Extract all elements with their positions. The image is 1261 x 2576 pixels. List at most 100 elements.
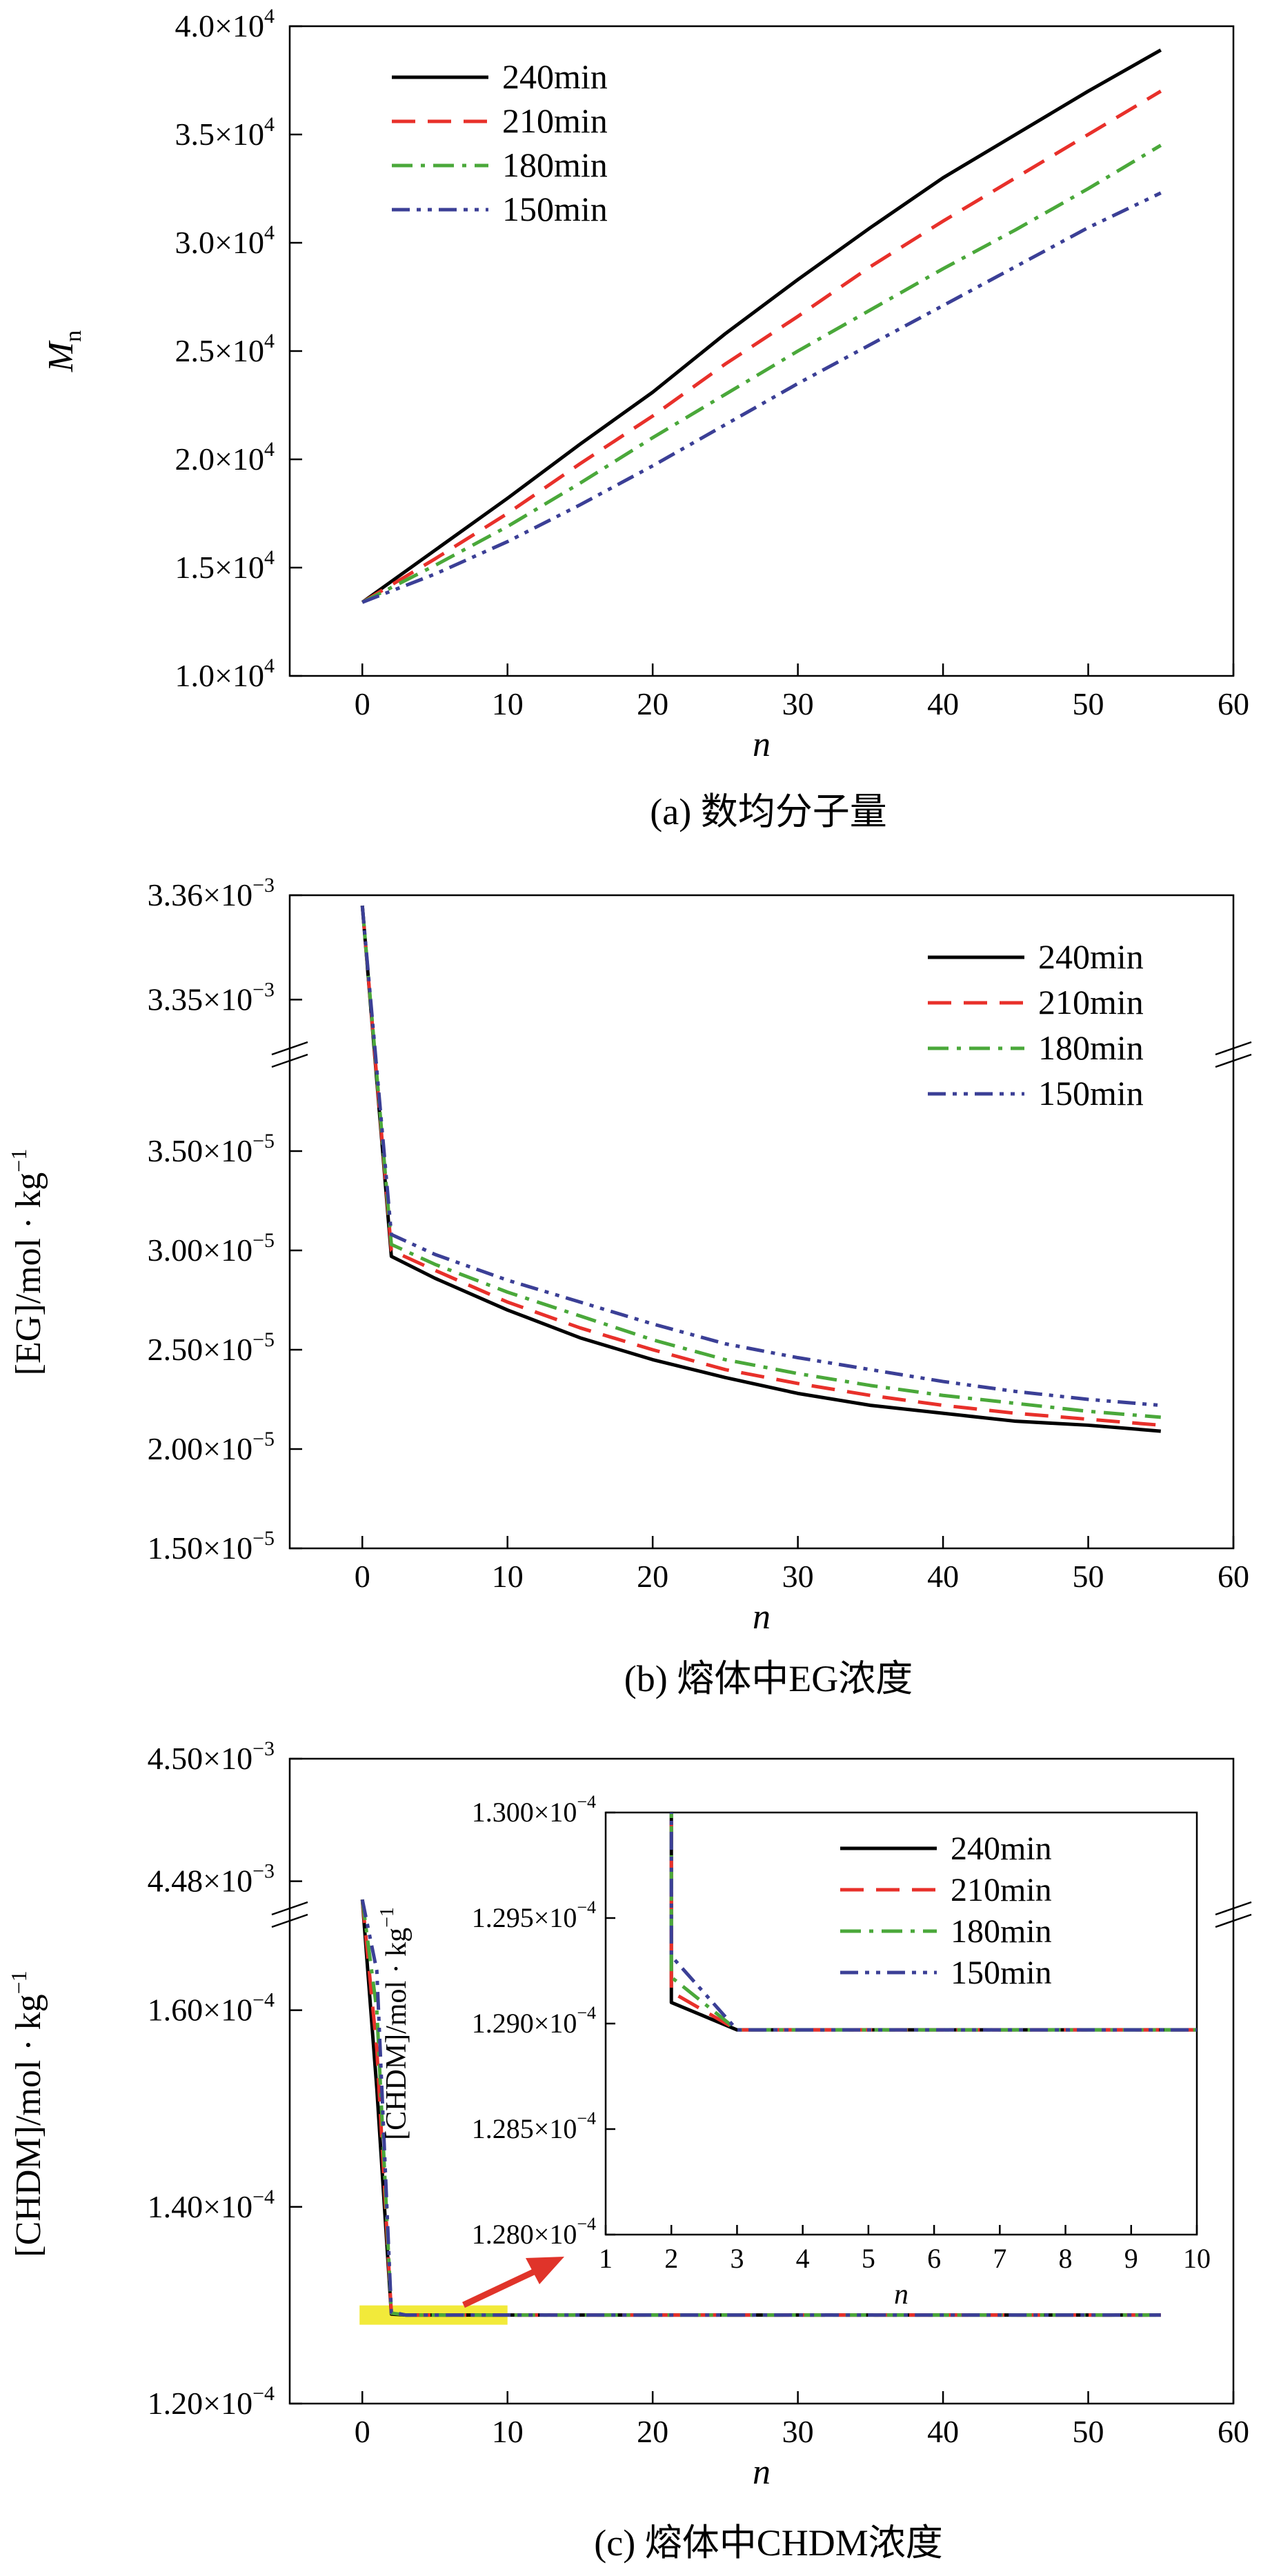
y-tick-label: 1.50×10−5 — [148, 1527, 275, 1566]
inset-y-tick-label-exponent: −4 — [577, 2003, 596, 2023]
y-tick-label: 1.0×104 — [175, 655, 275, 693]
legend-label-180min: 180min — [951, 1913, 1052, 1950]
inset-y-tick-label-exponent: −4 — [577, 2214, 596, 2234]
y-axis-label-sub: n — [61, 330, 86, 342]
y-axis-label-main: [EG]/mol · kg — [9, 1172, 48, 1376]
axis-break-mark-right — [1215, 1901, 1252, 1916]
plot-frame — [288, 1757, 1235, 2405]
x-tick-label: 40 — [927, 2414, 959, 2449]
inset-y-tick-label: 1.280×10−4 — [472, 2214, 596, 2250]
legend-label-210min: 210min — [951, 1872, 1052, 1908]
y-tick-label-exponent: 4 — [264, 330, 275, 352]
y-tick-label: 2.0×104 — [175, 438, 275, 477]
y-tick-label-exponent: −4 — [252, 1989, 275, 2012]
y-tick-label-mantissa: 3.35×10 — [148, 981, 252, 1017]
y-tick-label: 1.40×10−4 — [148, 2186, 275, 2224]
series-line-210min — [361, 90, 1162, 604]
legend-label-240min: 240min — [951, 1830, 1052, 1867]
y-tick-label: 3.50×10−5 — [148, 1130, 275, 1168]
inset-y-tick-label-exponent: −4 — [577, 2108, 596, 2128]
y-tick-label: 3.5×104 — [175, 113, 275, 152]
y-tick-label-mantissa: 1.50×10 — [148, 1530, 252, 1566]
inset-y-tick-label-mantissa: 1.300×10 — [472, 1797, 577, 1828]
y-tick-label-mantissa: 2.00×10 — [148, 1431, 252, 1466]
y-axis-label-sup: −1 — [6, 1149, 31, 1172]
series-line-240min — [361, 48, 1162, 604]
axis-break-mark-right — [1215, 1913, 1252, 1928]
y-tick-label-exponent: 4 — [264, 655, 275, 677]
x-tick-label: 20 — [637, 686, 668, 721]
series-line-180min — [360, 905, 1161, 1419]
y-tick-label: 1.60×10−4 — [148, 1989, 275, 2028]
x-axis-label: n — [753, 1597, 771, 1637]
x-axis-label: n — [753, 725, 771, 764]
y-tick-label-mantissa: 1.60×10 — [148, 1993, 252, 2028]
figure-caption: (b) 熔体中EG浓度 — [624, 1658, 913, 1699]
x-tick-label: 20 — [637, 2414, 668, 2449]
inset-y-tick-label-mantissa: 1.290×10 — [472, 2008, 577, 2039]
legend-label-150min: 150min — [502, 190, 608, 228]
y-tick-label: 1.20×10−4 — [148, 2382, 275, 2421]
axis-break-mark-left — [271, 1041, 308, 1056]
y-tick-label-exponent: −5 — [252, 1130, 275, 1152]
inset-y-tick-label: 1.300×10−4 — [472, 1792, 596, 1828]
y-tick-label-exponent: −5 — [252, 1527, 275, 1550]
inset-x-tick-label: 6 — [927, 2243, 941, 2274]
y-tick-label: 4.0×104 — [175, 5, 275, 43]
plot-frame — [288, 894, 1235, 1550]
x-tick-label: 30 — [782, 1559, 814, 1594]
y-tick-label-mantissa: 4.0×10 — [175, 8, 264, 43]
axis-break-mark-left — [271, 1913, 308, 1928]
axis-break-mark-right — [1215, 1053, 1252, 1068]
axis-break-mark-right — [1215, 1041, 1252, 1056]
y-axis-label: [CHDM]/mol · kg−1 — [6, 1970, 48, 2257]
y-axis-label: [EG]/mol · kg−1 — [6, 1149, 48, 1376]
x-tick-label: 50 — [1073, 1559, 1104, 1594]
y-tick-label-mantissa: 1.40×10 — [148, 2189, 252, 2224]
inset-x-tick-label: 10 — [1183, 2243, 1211, 2274]
inset-y-axis-label: [CHDM]/mol · kg−1 — [377, 1907, 413, 2140]
zoom-arrow-head — [526, 2257, 564, 2284]
y-tick-label: 2.00×10−5 — [148, 1428, 275, 1466]
series-line-150min — [361, 191, 1162, 604]
x-tick-label: 0 — [355, 1559, 370, 1594]
inset-x-tick-label: 2 — [664, 2243, 678, 2274]
x-tick-label: 50 — [1073, 686, 1104, 721]
axis-break-mark-left — [271, 1901, 308, 1916]
y-tick-label-mantissa: 2.5×10 — [175, 333, 264, 368]
figure-caption: (c) 熔体中CHDM浓度 — [594, 2522, 942, 2564]
y-tick-label: 3.35×10−3 — [148, 978, 275, 1017]
series-line-150min — [360, 1899, 1161, 2317]
y-tick-label-exponent: −4 — [252, 2186, 275, 2208]
y-tick-label: 2.5×104 — [175, 330, 275, 368]
x-tick-label: 40 — [927, 686, 959, 721]
y-tick-label-mantissa: 4.48×10 — [148, 1864, 252, 1899]
y-tick-label-mantissa: 2.0×10 — [175, 441, 264, 477]
legend-label-240min: 240min — [502, 57, 608, 96]
x-tick-label: 60 — [1218, 2414, 1249, 2449]
legend-label-210min: 210min — [502, 101, 608, 140]
y-tick-label-exponent: −5 — [252, 1328, 275, 1351]
legend-label-210min: 210min — [1038, 983, 1144, 1021]
x-axis-label: n — [753, 2453, 771, 2492]
y-tick-label-exponent: −3 — [252, 978, 275, 1001]
x-tick-label: 10 — [492, 1559, 524, 1594]
series-line-210min — [360, 905, 1161, 1427]
y-tick-label: 1.5×104 — [175, 546, 275, 585]
y-tick-label-mantissa: 4.50×10 — [148, 1741, 252, 1776]
y-tick-label-mantissa: 1.5×10 — [175, 550, 264, 585]
inset-series-line-210min — [669, 1813, 1197, 2032]
y-tick-label-mantissa: 1.0×10 — [175, 658, 264, 693]
x-tick-label: 30 — [782, 686, 814, 721]
y-tick-label-exponent: 4 — [264, 546, 275, 569]
y-tick-label: 4.48×10−3 — [148, 1860, 275, 1899]
legend-label-180min: 180min — [1038, 1028, 1144, 1067]
y-tick-label-exponent: 4 — [264, 113, 275, 136]
inset-x-tick-label: 9 — [1124, 2243, 1138, 2274]
axis-break-mark-left — [271, 1053, 308, 1068]
y-tick-label: 3.00×10−5 — [148, 1229, 275, 1268]
y-tick-label-mantissa: 3.36×10 — [148, 877, 252, 912]
inset-y-tick-label: 1.290×10−4 — [472, 2003, 596, 2039]
inset-y-tick-label-mantissa: 1.295×10 — [472, 1902, 577, 1933]
y-tick-label-mantissa: 1.20×10 — [148, 2386, 252, 2421]
